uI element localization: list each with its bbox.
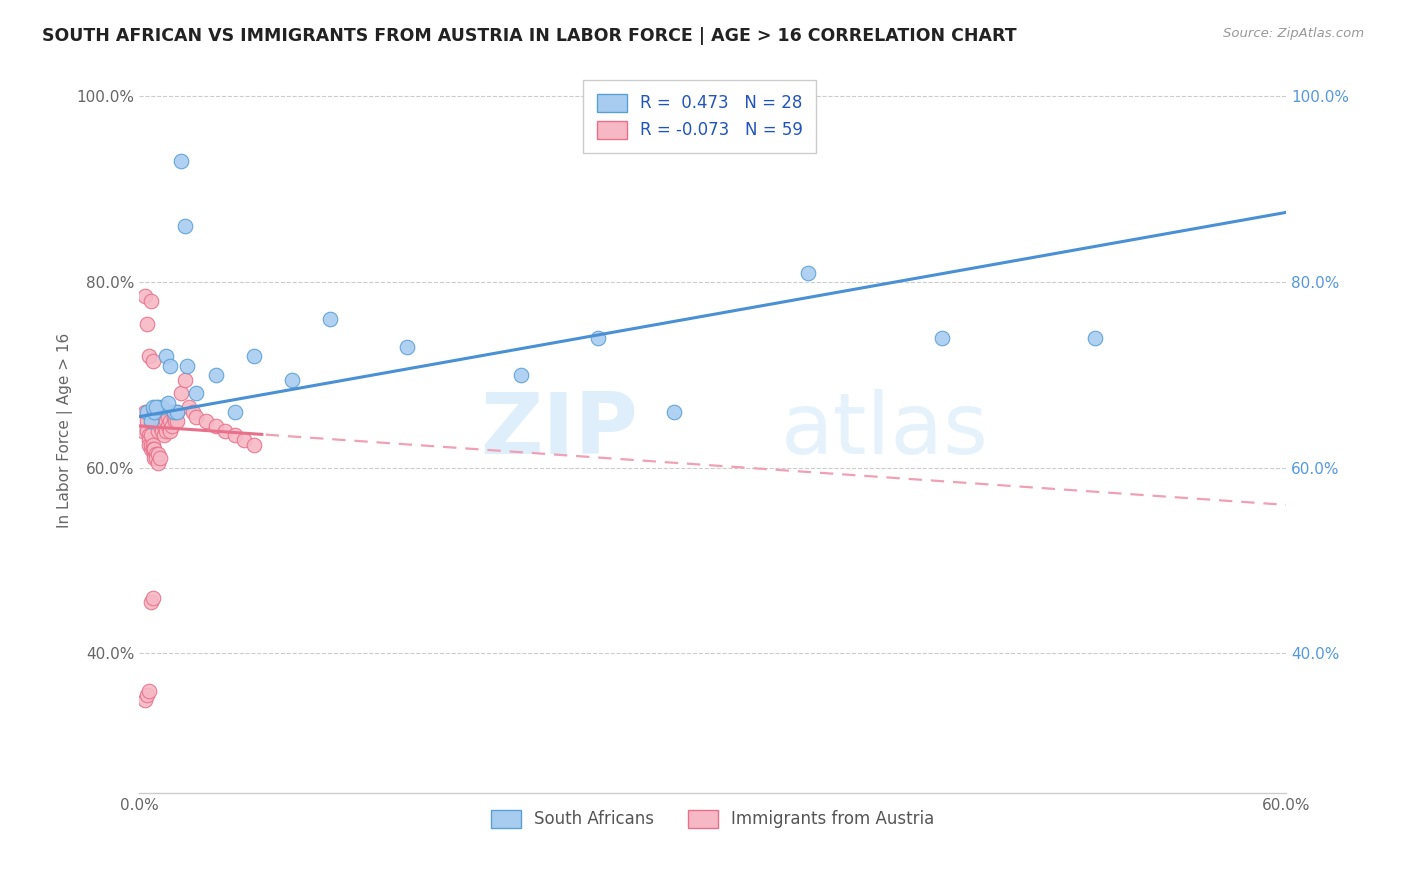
- Point: [204, 368, 226, 382]
- Point: [156, 419, 179, 434]
- Text: Source: ZipAtlas.com: Source: ZipAtlas.com: [1223, 27, 1364, 40]
- Point: [141, 437, 163, 451]
- Point: [170, 154, 193, 169]
- Point: [162, 405, 184, 419]
- Point: [141, 401, 163, 415]
- Point: [153, 419, 176, 434]
- Point: [186, 409, 208, 424]
- Point: [139, 428, 162, 442]
- Point: [166, 405, 188, 419]
- Point: [143, 447, 166, 461]
- Point: [204, 419, 226, 434]
- Point: [166, 414, 188, 428]
- Point: [150, 424, 173, 438]
- Point: [160, 419, 183, 434]
- Point: [149, 451, 172, 466]
- Point: [138, 437, 160, 451]
- Point: [155, 349, 177, 363]
- Point: [174, 219, 197, 234]
- Point: [139, 414, 162, 428]
- Point: [138, 433, 160, 447]
- Point: [156, 395, 179, 409]
- Point: [134, 405, 156, 419]
- Text: SOUTH AFRICAN VS IMMIGRANTS FROM AUSTRIA IN LABOR FORCE | AGE > 16 CORRELATION C: SOUTH AFRICAN VS IMMIGRANTS FROM AUSTRIA…: [42, 27, 1017, 45]
- Point: [186, 386, 208, 401]
- Point: [177, 401, 200, 415]
- Point: [797, 266, 820, 280]
- Point: [148, 424, 170, 438]
- Point: [176, 359, 198, 373]
- Point: [510, 368, 533, 382]
- Point: [143, 451, 166, 466]
- Point: [141, 442, 163, 457]
- Point: [243, 437, 266, 451]
- Point: [141, 354, 163, 368]
- Point: [165, 414, 187, 428]
- Point: [148, 447, 170, 461]
- Point: [139, 437, 162, 451]
- Point: [159, 424, 181, 438]
- Point: [195, 414, 218, 428]
- Point: [170, 386, 193, 401]
- Point: [166, 405, 188, 419]
- Point: [319, 312, 342, 326]
- Point: [155, 424, 177, 438]
- Point: [138, 428, 160, 442]
- Point: [224, 428, 246, 442]
- Point: [150, 414, 173, 428]
- Point: [159, 359, 181, 373]
- Point: [224, 405, 246, 419]
- Point: [143, 405, 166, 419]
- Text: ZIP: ZIP: [481, 389, 638, 472]
- Point: [214, 424, 236, 438]
- Point: [281, 372, 304, 386]
- Point: [139, 293, 162, 308]
- Point: [153, 428, 176, 442]
- Point: [159, 414, 181, 428]
- Point: [148, 401, 170, 415]
- Point: [135, 688, 157, 702]
- Point: [145, 447, 167, 461]
- Point: [135, 405, 157, 419]
- Point: [145, 401, 167, 415]
- Point: [156, 409, 179, 424]
- Point: [134, 693, 156, 707]
- Text: atlas: atlas: [782, 389, 990, 472]
- Point: [138, 683, 160, 698]
- Point: [149, 419, 172, 434]
- Point: [148, 456, 170, 470]
- Point: [233, 433, 256, 447]
- Point: [132, 424, 155, 438]
- Point: [155, 414, 177, 428]
- Point: [139, 595, 162, 609]
- Point: [181, 405, 204, 419]
- Y-axis label: In Labor Force | Age > 16: In Labor Force | Age > 16: [58, 333, 73, 528]
- Point: [145, 451, 167, 466]
- Point: [135, 424, 157, 438]
- Point: [162, 405, 184, 419]
- Point: [395, 340, 418, 354]
- Point: [174, 372, 197, 386]
- Point: [162, 409, 184, 424]
- Point: [141, 591, 163, 605]
- Point: [150, 401, 173, 415]
- Legend: South Africans, Immigrants from Austria: South Africans, Immigrants from Austria: [484, 803, 941, 835]
- Point: [143, 442, 166, 457]
- Point: [586, 331, 609, 345]
- Point: [139, 442, 162, 457]
- Point: [243, 349, 266, 363]
- Point: [135, 317, 157, 331]
- Point: [138, 349, 160, 363]
- Point: [1084, 331, 1107, 345]
- Point: [664, 405, 686, 419]
- Point: [931, 331, 953, 345]
- Point: [135, 414, 157, 428]
- Point: [134, 289, 156, 303]
